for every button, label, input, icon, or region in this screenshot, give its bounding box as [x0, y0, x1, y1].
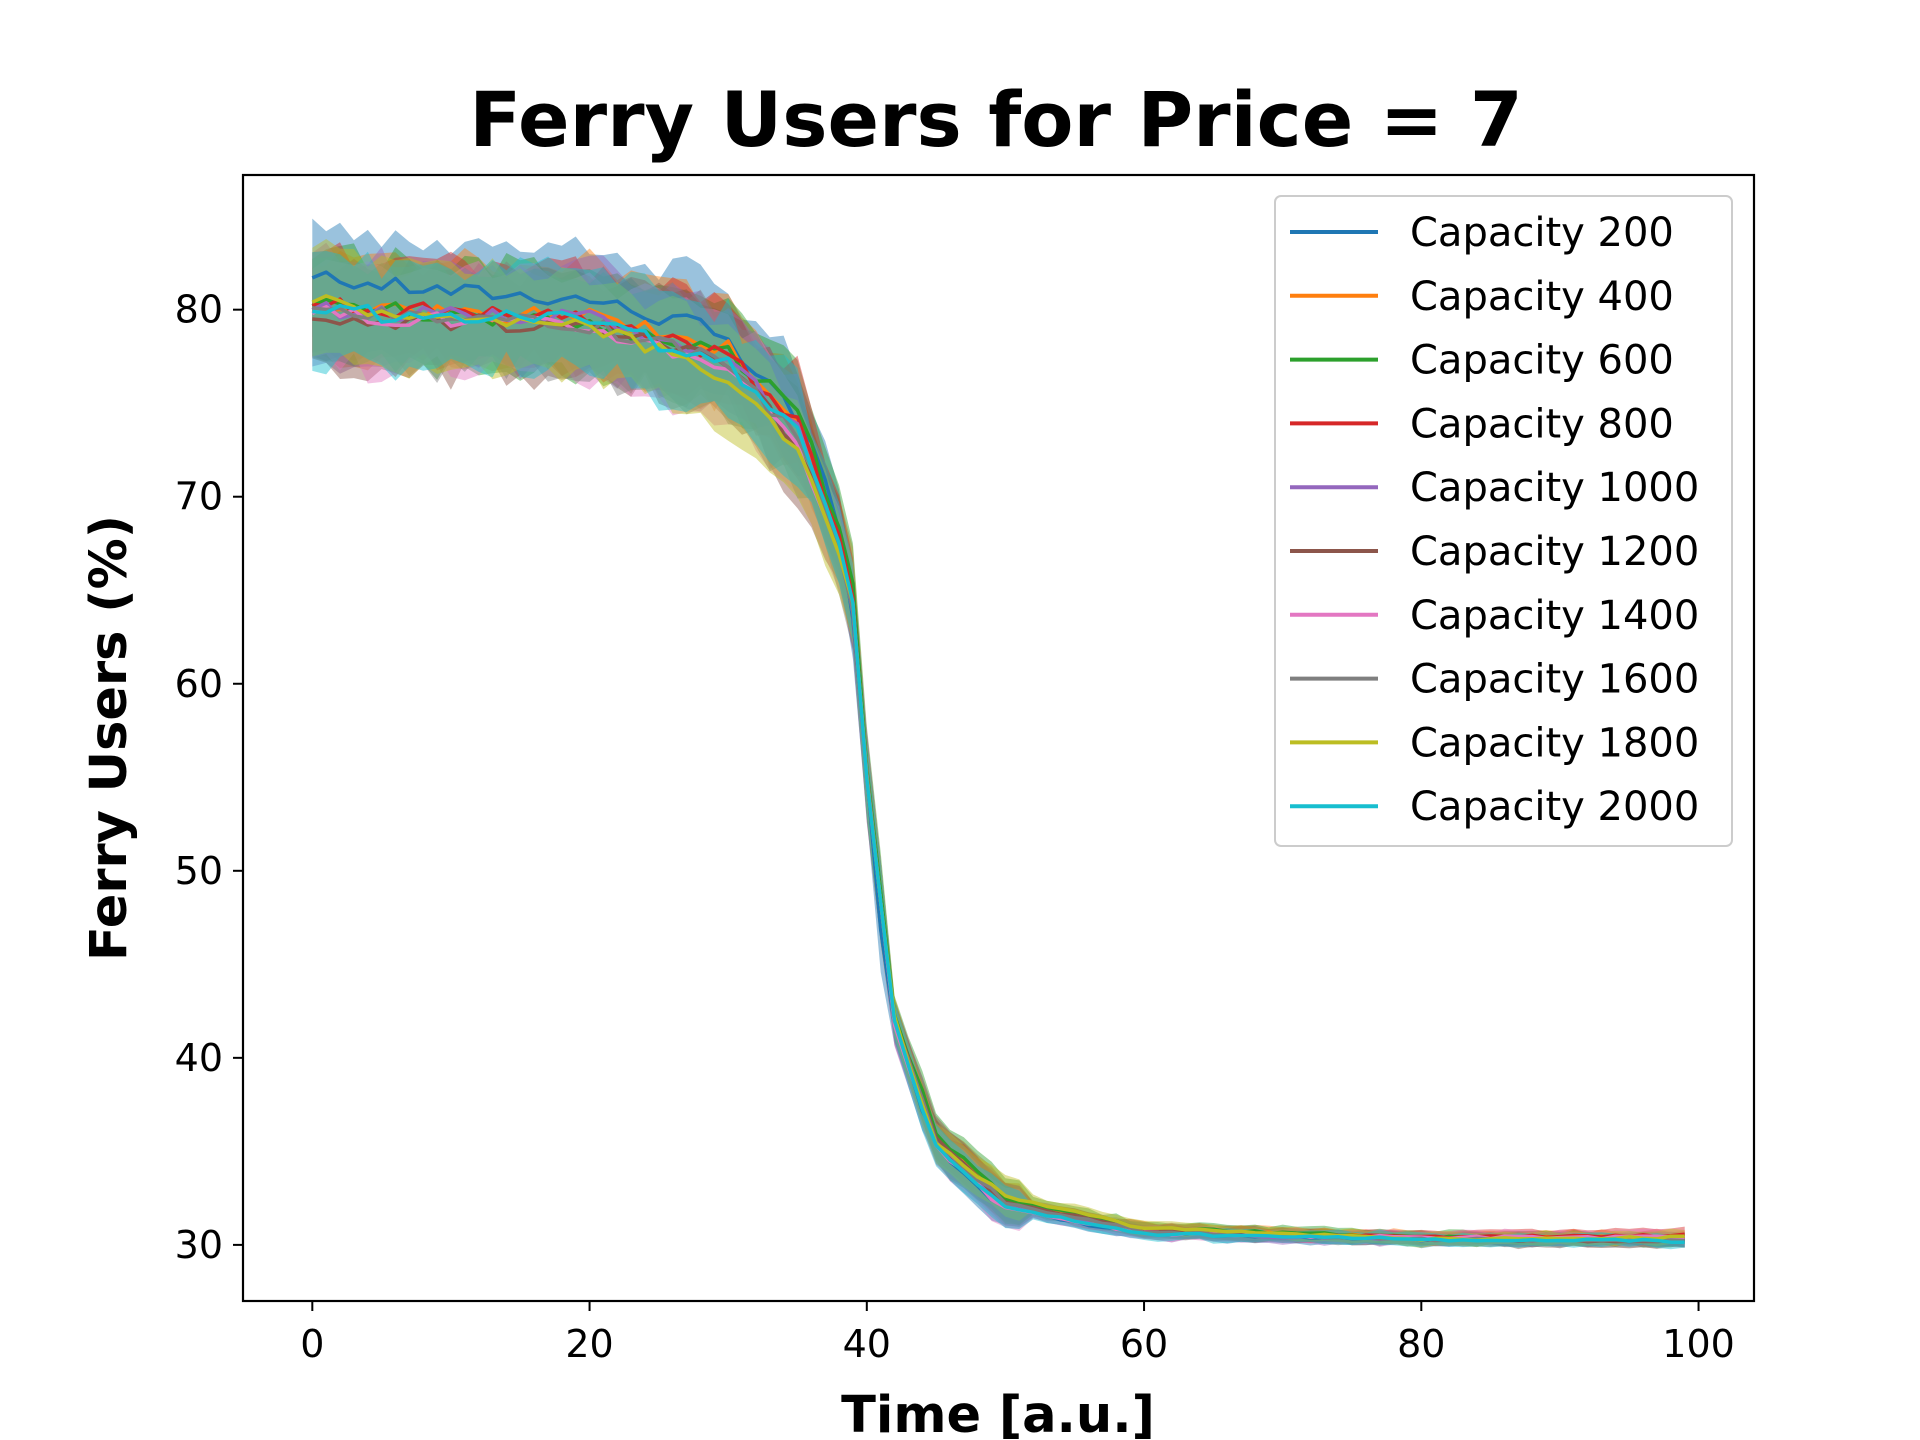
- x-tick-label: 80: [1397, 1322, 1445, 1366]
- chart-title: Ferry Users for Price = 7: [469, 75, 1523, 164]
- legend-label: Capacity 800: [1410, 401, 1674, 447]
- error-band: [312, 259, 1685, 1246]
- error-band: [312, 255, 1685, 1249]
- x-tick-label: 100: [1662, 1322, 1735, 1366]
- legend-label: Capacity 200: [1410, 210, 1674, 256]
- legend-label: Capacity 1800: [1410, 720, 1699, 766]
- legend-label: Capacity 1000: [1410, 465, 1699, 511]
- legend-label: Capacity 2000: [1410, 784, 1699, 830]
- error-band: [312, 218, 1685, 1249]
- error-band: [312, 258, 1685, 1250]
- error-band: [312, 242, 1685, 1248]
- error-band: [312, 242, 1685, 1245]
- x-axis-ticks: 0 20 40 60 80 100: [300, 1301, 1735, 1366]
- x-tick-label: 20: [565, 1322, 613, 1366]
- legend-label: Capacity 400: [1410, 274, 1674, 320]
- legend: Capacity 200 Capacity 400 Capacity 600 Capa…: [1274, 195, 1733, 847]
- error-band: [312, 239, 1685, 1248]
- legend-label: Capacity 600: [1410, 338, 1674, 384]
- legend-label: Capacity 1200: [1410, 529, 1699, 575]
- series-lines: [311, 270, 1685, 1245]
- x-tick-label: 0: [300, 1322, 324, 1366]
- x-axis-label: Time [a.u.]: [841, 1386, 1155, 1440]
- error-band: [312, 243, 1685, 1248]
- plot-frame: [241, 173, 1756, 1303]
- y-tick-label: 80: [175, 288, 223, 332]
- x-tick-label: 60: [1120, 1322, 1168, 1366]
- error-band: [312, 251, 1685, 1250]
- error-bands: [312, 218, 1685, 1250]
- x-tick-label: 40: [843, 1322, 891, 1366]
- error-band: [312, 248, 1685, 1246]
- y-tick-label: 50: [175, 849, 223, 893]
- y-tick-label: 60: [175, 662, 223, 706]
- y-axis-label: Ferry Users (%): [80, 515, 139, 961]
- y-axis-ticks: 30 40 50 60 70 80: [175, 288, 243, 1267]
- legend-label: Capacity 1600: [1410, 657, 1699, 703]
- legend-box: [1274, 195, 1733, 847]
- series-line: [312, 303, 1685, 1245]
- y-tick-label: 30: [175, 1223, 223, 1267]
- legend-label: Capacity 1400: [1410, 593, 1699, 639]
- y-tick-label: 70: [175, 475, 223, 519]
- y-tick-label: 40: [175, 1036, 223, 1080]
